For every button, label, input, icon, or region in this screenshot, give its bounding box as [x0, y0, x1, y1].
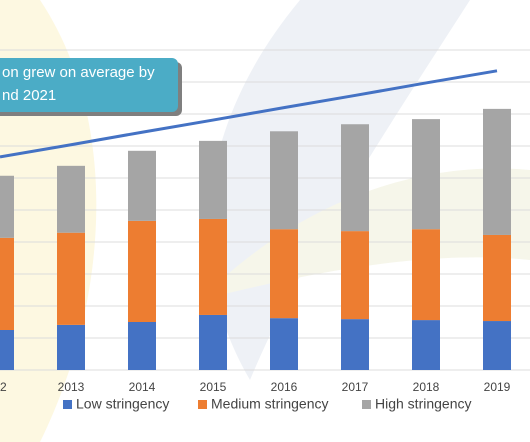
bar-segment — [270, 318, 298, 370]
bar-segment — [0, 237, 14, 330]
bar-segment — [57, 232, 85, 325]
bar-segment — [412, 229, 440, 321]
x-tick-label: 2015 — [200, 380, 227, 394]
bar-segment — [0, 330, 14, 370]
bar-segment — [341, 124, 369, 232]
bar-segment — [483, 234, 511, 322]
x-tick-label: 12 — [0, 380, 7, 394]
legend-label: Low stringency — [76, 396, 169, 412]
trend-line — [0, 69, 498, 159]
annotation: nd 2021 — [2, 87, 56, 104]
x-tick-label: 2016 — [271, 380, 298, 394]
x-tick-label: 2017 — [342, 380, 369, 394]
legend-swatch — [362, 400, 371, 409]
callout — [0, 58, 178, 112]
bar-segment — [128, 322, 156, 370]
bar-segment — [128, 220, 156, 322]
bar-segment — [57, 324, 85, 370]
x-tick-label: 2014 — [129, 380, 156, 394]
bar-segment — [270, 131, 298, 230]
bar-segment — [412, 119, 440, 230]
bar-segment — [412, 320, 440, 370]
bar-segment — [483, 108, 511, 235]
bar-segment — [0, 175, 14, 238]
x-tick-label: 2013 — [58, 380, 85, 394]
bar-segment — [341, 319, 369, 370]
legend-swatch — [63, 400, 72, 409]
annotation: on grew on average by — [2, 64, 155, 81]
legend: Low stringency Medium stringency High stri… — [63, 396, 472, 412]
legend-swatch — [198, 400, 207, 409]
bar-segment — [199, 140, 227, 219]
bar-segment — [199, 218, 227, 315]
x-tick-label: 2019 — [484, 380, 511, 394]
bar-segment — [341, 231, 369, 320]
bar-segment — [128, 150, 156, 221]
plot-area: 12 2013 2014 2015 2016 2017 2018 2019 — [0, 69, 511, 394]
legend-label: Medium stringency — [211, 396, 329, 412]
bar-segment — [270, 229, 298, 319]
legend-label: High stringency — [375, 396, 472, 412]
bar-segment — [483, 321, 511, 370]
x-tick-label: 2018 — [413, 380, 440, 394]
bar-segment — [199, 314, 227, 370]
bar-segment — [57, 165, 85, 233]
